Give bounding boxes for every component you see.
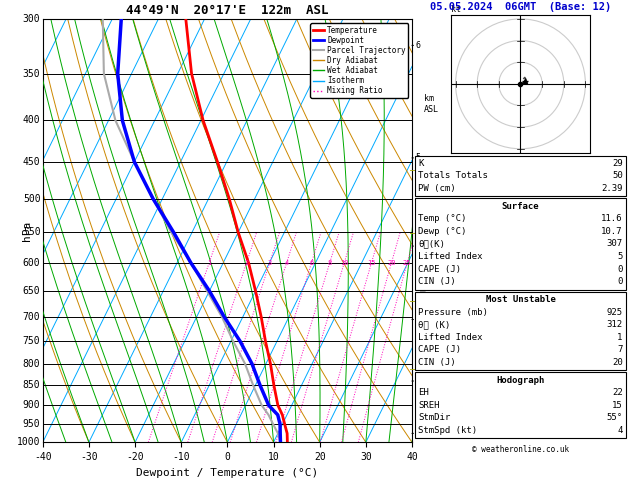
Text: 8: 8 [328, 260, 332, 266]
Text: Pressure (mb): Pressure (mb) [418, 308, 488, 316]
Text: 7: 7 [617, 346, 623, 354]
Text: K: K [418, 159, 424, 168]
Text: 0: 0 [617, 278, 623, 286]
Text: 4: 4 [617, 426, 623, 435]
Text: 350: 350 [23, 69, 40, 79]
Text: Lifted Index: Lifted Index [418, 252, 483, 261]
Text: 300: 300 [23, 15, 40, 24]
Text: 11.6: 11.6 [601, 214, 623, 223]
Text: 10: 10 [340, 260, 348, 266]
Text: Most Unstable: Most Unstable [486, 295, 555, 304]
Text: —: — [410, 364, 416, 374]
Text: 900: 900 [23, 400, 40, 410]
Text: 29: 29 [612, 159, 623, 168]
Text: 55°: 55° [606, 414, 623, 422]
Text: Totals Totals: Totals Totals [418, 172, 488, 180]
Text: 22: 22 [612, 388, 623, 397]
Text: 950: 950 [23, 419, 40, 429]
Text: Mixing Ratio (g/kg): Mixing Ratio (g/kg) [419, 270, 428, 364]
Text: 20: 20 [387, 260, 396, 266]
Text: 5: 5 [416, 154, 421, 162]
Text: 500: 500 [23, 194, 40, 204]
Text: 05.05.2024  06GMT  (Base: 12): 05.05.2024 06GMT (Base: 12) [430, 2, 611, 12]
Text: 6: 6 [309, 260, 314, 266]
Text: 1: 1 [617, 333, 623, 342]
Text: Hodograph: Hodograph [496, 376, 545, 384]
Text: Temp (°C): Temp (°C) [418, 214, 467, 223]
Text: 4: 4 [284, 260, 289, 266]
Text: LCL: LCL [416, 431, 431, 440]
Text: 0: 0 [617, 265, 623, 274]
Text: kt: kt [451, 5, 461, 14]
Text: 20: 20 [612, 358, 623, 367]
Text: 15: 15 [612, 401, 623, 410]
Text: 307: 307 [606, 240, 623, 248]
Text: CAPE (J): CAPE (J) [418, 346, 461, 354]
Text: SREH: SREH [418, 401, 440, 410]
Text: 4: 4 [416, 242, 421, 251]
Text: 750: 750 [23, 336, 40, 346]
X-axis label: Dewpoint / Temperature (°C): Dewpoint / Temperature (°C) [136, 468, 318, 478]
Text: 700: 700 [23, 312, 40, 322]
Text: 2.39: 2.39 [601, 184, 623, 193]
Text: 10.7: 10.7 [601, 227, 623, 236]
Text: 850: 850 [23, 380, 40, 390]
Text: 3: 3 [416, 315, 421, 324]
Text: 50: 50 [612, 172, 623, 180]
Text: 550: 550 [23, 227, 40, 237]
Text: —: — [410, 296, 416, 306]
Text: 400: 400 [23, 116, 40, 125]
Text: StmDir: StmDir [418, 414, 450, 422]
Text: Lifted Index: Lifted Index [418, 333, 483, 342]
Text: StmSpd (kt): StmSpd (kt) [418, 426, 477, 435]
Text: hPa: hPa [21, 221, 31, 241]
Title: 44°49'N  20°17'E  122m  ASL: 44°49'N 20°17'E 122m ASL [126, 4, 328, 17]
Text: 5: 5 [617, 252, 623, 261]
Text: 2: 2 [244, 260, 248, 266]
Text: θᴁ (K): θᴁ (K) [418, 320, 450, 329]
Text: CIN (J): CIN (J) [418, 358, 456, 367]
Text: © weatheronline.co.uk: © weatheronline.co.uk [472, 445, 569, 454]
Text: 600: 600 [23, 258, 40, 268]
Text: 6: 6 [416, 41, 421, 50]
Text: PW (cm): PW (cm) [418, 184, 456, 193]
Text: 1: 1 [207, 260, 211, 266]
Text: 650: 650 [23, 286, 40, 296]
Text: —: — [410, 165, 416, 175]
Text: Dewp (°C): Dewp (°C) [418, 227, 467, 236]
Legend: Temperature, Dewpoint, Parcel Trajectory, Dry Adiabat, Wet Adiabat, Isotherm, Mi: Temperature, Dewpoint, Parcel Trajectory… [311, 23, 408, 98]
Text: Surface: Surface [502, 202, 539, 210]
Text: CAPE (J): CAPE (J) [418, 265, 461, 274]
Text: 925: 925 [606, 308, 623, 316]
Text: 15: 15 [367, 260, 376, 266]
Text: 800: 800 [23, 359, 40, 369]
Text: 25: 25 [403, 260, 411, 266]
Text: θᴁ(K): θᴁ(K) [418, 240, 445, 248]
Text: 3: 3 [267, 260, 272, 266]
Text: km
ASL: km ASL [423, 94, 438, 114]
Text: 1000: 1000 [17, 437, 40, 447]
Text: 450: 450 [23, 157, 40, 167]
Text: 2: 2 [416, 377, 421, 385]
Text: CIN (J): CIN (J) [418, 278, 456, 286]
Text: 312: 312 [606, 320, 623, 329]
Text: —: — [410, 228, 416, 238]
Text: 1: 1 [416, 429, 421, 438]
Text: EH: EH [418, 388, 429, 397]
